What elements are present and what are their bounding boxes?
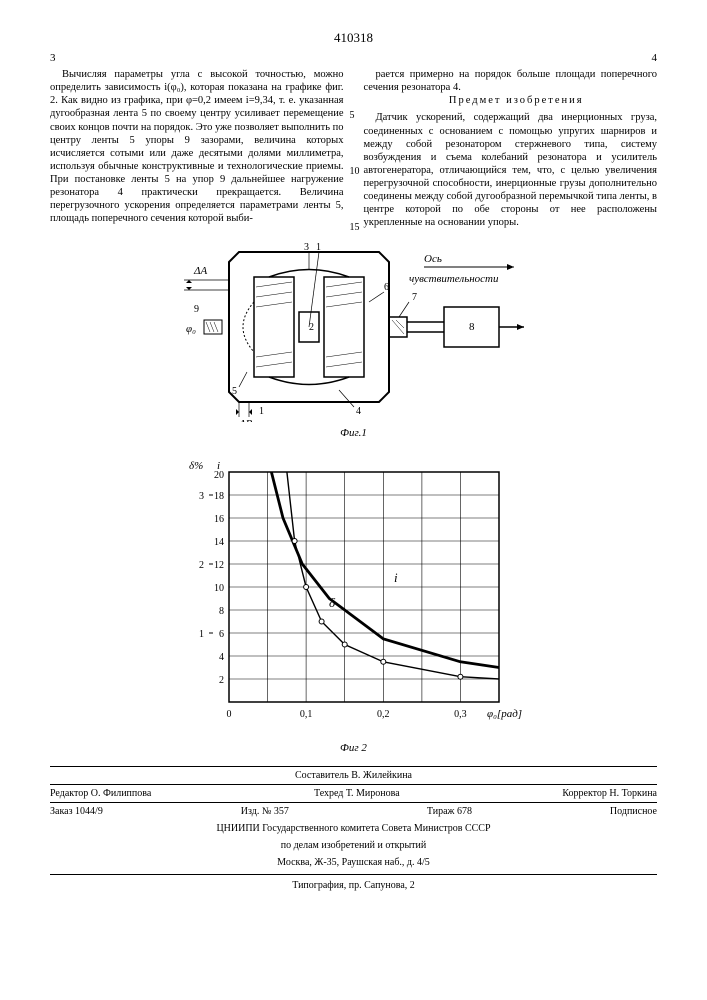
subscription: Подписное xyxy=(610,806,657,817)
svg-text:1: 1 xyxy=(259,406,264,417)
corrector: Корректор Н. Торкина xyxy=(562,788,657,799)
svg-text:1: 1 xyxy=(199,629,204,640)
col-right-num: 4 xyxy=(652,52,658,64)
axis-text: Ось xyxy=(424,253,442,265)
compiler: Составитель В. Жилейкина xyxy=(295,770,412,781)
svg-text:2: 2 xyxy=(199,560,204,571)
fig1-diagram: Ось чувствительности 3 1 2 4 5 6 7 8 9 φ… xyxy=(144,242,564,422)
svg-text:0: 0 xyxy=(226,709,231,720)
invention-heading: Предмет изобретения xyxy=(364,94,658,107)
svg-text:0,2: 0,2 xyxy=(377,709,390,720)
svg-text:1: 1 xyxy=(316,242,321,253)
svg-text:φ₀[рад]: φ₀[рад] xyxy=(487,708,522,720)
tirage: Тираж 678 xyxy=(427,806,472,817)
svg-text:5: 5 xyxy=(232,386,237,397)
left-column: Вычисляя параметры угла с высокой точнос… xyxy=(50,68,344,230)
right-column: 5 10 15 рается примерно на порядок больш… xyxy=(364,68,658,230)
fig2-label: Фиг 2 xyxy=(174,742,534,754)
svg-text:0,3: 0,3 xyxy=(454,709,467,720)
col-left-num: 3 xyxy=(50,52,56,64)
svg-text:i: i xyxy=(217,460,220,472)
footer-credits: Редактор О. Филиппова Техред Т. Миронова… xyxy=(50,784,657,802)
tech: Техред Т. Миронова xyxy=(314,788,400,799)
svg-text:14: 14 xyxy=(214,537,224,548)
svg-text:δ: δ xyxy=(329,595,336,610)
printer: Типография, пр. Сапунова, 2 xyxy=(50,877,657,894)
svg-text:10: 10 xyxy=(214,583,224,594)
svg-text:i: i xyxy=(394,570,398,585)
svg-text:2: 2 xyxy=(219,675,224,686)
svg-text:3: 3 xyxy=(304,242,309,253)
address: Москва, Ж-35, Раушская наб., д. 4/5 xyxy=(50,854,657,872)
fig2-chart: i δ 2 4 6 8 10 12 14 16 18 20 1 xyxy=(174,457,534,737)
figure-1: Ось чувствительности 3 1 2 4 5 6 7 8 9 φ… xyxy=(144,242,564,439)
right-para1: рается примерно на порядок больше площад… xyxy=(364,68,658,94)
fig1-label: Фиг.1 xyxy=(144,427,564,439)
column-numbers: 3 4 xyxy=(50,52,657,64)
svg-text:2: 2 xyxy=(309,322,314,333)
left-col-text: Вычисляя параметры угла с высокой точнос… xyxy=(50,68,344,226)
page-number: 410318 xyxy=(50,30,657,46)
svg-text:12: 12 xyxy=(214,560,224,571)
line-marker-5: 5 xyxy=(350,110,355,123)
svg-text:φ₀: φ₀ xyxy=(186,323,196,335)
right-para2: Датчик ускорений, содержащий два инерцио… xyxy=(364,111,658,229)
text-columns: Вычисляя параметры угла с высокой точнос… xyxy=(50,68,657,230)
svg-text:6: 6 xyxy=(219,629,224,640)
org2: по делам изобретений и открытий xyxy=(50,837,657,854)
footer-block: Составитель В. Жилейкина Редактор О. Фил… xyxy=(50,766,657,894)
svg-text:чувствительности: чувствительности xyxy=(409,273,499,285)
svg-text:3: 3 xyxy=(199,491,204,502)
svg-text:6: 6 xyxy=(384,282,389,293)
org1: ЦНИИПИ Государственного комитета Совета … xyxy=(50,820,657,837)
svg-text:8: 8 xyxy=(219,606,224,617)
svg-text:4: 4 xyxy=(356,406,361,417)
izd: Изд. № 357 xyxy=(241,806,289,817)
line-marker-10: 10 xyxy=(350,166,360,179)
figures-block: Ось чувствительности 3 1 2 4 5 6 7 8 9 φ… xyxy=(50,242,657,754)
svg-text:18: 18 xyxy=(214,491,224,502)
svg-text:0,1: 0,1 xyxy=(299,709,312,720)
svg-text:7: 7 xyxy=(412,292,417,303)
figure-2: i δ 2 4 6 8 10 12 14 16 18 20 1 xyxy=(174,457,534,754)
line-marker-15: 15 xyxy=(350,222,360,235)
svg-text:8: 8 xyxy=(469,321,475,333)
svg-text:δ%: δ% xyxy=(189,460,203,472)
order: Заказ 1044/9 xyxy=(50,806,103,817)
editor: Редактор О. Филиппова xyxy=(50,788,151,799)
svg-text:ΔA: ΔA xyxy=(193,265,207,277)
svg-text:16: 16 xyxy=(214,514,224,525)
svg-text:4: 4 xyxy=(219,652,224,663)
svg-text:ΔB: ΔB xyxy=(238,418,252,422)
svg-text:9: 9 xyxy=(194,304,199,315)
footer-print-info: Заказ 1044/9 Изд. № 357 Тираж 678 Подпис… xyxy=(50,802,657,820)
